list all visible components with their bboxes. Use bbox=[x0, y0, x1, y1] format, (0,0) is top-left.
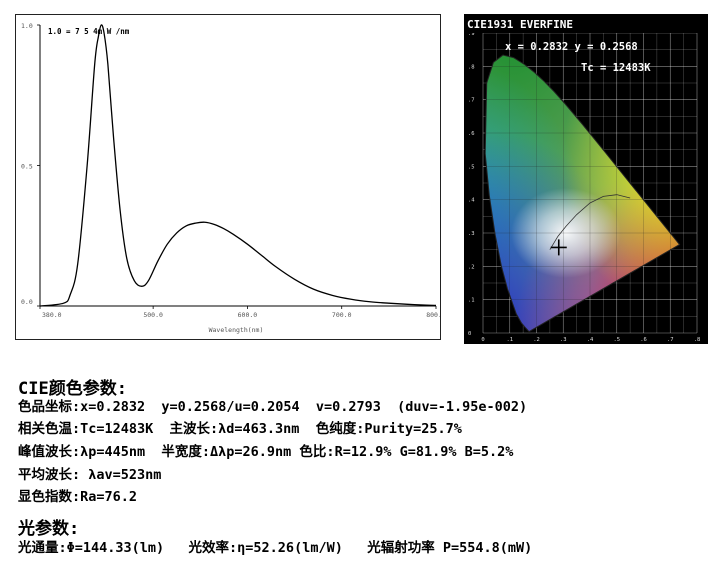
cie-params-title: CIE颜色参数: bbox=[18, 379, 127, 399]
cie-y-tick-label: 0 bbox=[468, 331, 471, 337]
param-color-rendering: 显色指数:Ra=76.2 bbox=[18, 489, 138, 505]
cie-x-tick-label: .5 bbox=[613, 337, 620, 343]
spectrum-x-tick-label: 700.0 bbox=[332, 311, 352, 319]
light-params-title: 光参数: bbox=[18, 519, 80, 539]
cie-x-tick-label: .7 bbox=[667, 337, 674, 343]
cie-y-tick-label: .2 bbox=[468, 264, 475, 270]
spectrum-y-tick-label: 0.0 bbox=[21, 298, 33, 306]
cie-y-tick-label: .5 bbox=[468, 164, 475, 170]
spectrum-y-tick-label: 1.0 bbox=[21, 22, 33, 30]
cie-diagram-panel: 0 .1 .2 .3 .4 .5 .6 .7 .8 0 .1 .2 .3 .4 .5 .6 .7 .8 .9 CIE… bbox=[464, 14, 708, 344]
cie-y-tick-label: .4 bbox=[468, 198, 475, 204]
spectrum-series-line bbox=[39, 24, 437, 307]
spectrum-y-tick-label: 0.5 bbox=[21, 163, 33, 171]
cie-y-tick-label: .7 bbox=[468, 98, 475, 104]
spectrum-chart-panel: 380.0 500.0 600.0 700.0 800.0 0.0 0.5 1.0 1.0 =… bbox=[15, 14, 446, 340]
cie-x-tick-label: .1 bbox=[506, 337, 513, 343]
spectrum-x-tick-label: 380.0 bbox=[42, 311, 62, 319]
spectrum-annotation: 1.0 = 7 5 4m W /nm bbox=[48, 27, 130, 36]
param-average-wavelength: 平均波长: λav=523nm bbox=[18, 467, 162, 483]
cie-diagram: 0 .1 .2 .3 .4 .5 .6 .7 .8 0 .1 .2 .3 .4 .5 .6 .7 .8 .9 CIE… bbox=[465, 15, 707, 343]
cie-y-tick-label: .9 bbox=[468, 31, 475, 37]
param-peak-wavelength: 峰值波长:λp=445nm 半宽度:Δλp=26.9nm 色比:R=12.9% … bbox=[18, 444, 514, 460]
cie-coordinate-label: x = 0.2832 y = 0.2568 bbox=[505, 41, 638, 53]
spectrum-x-tick-label: 500.0 bbox=[143, 311, 163, 319]
spectrum-x-tick-label: 600.0 bbox=[238, 311, 258, 319]
cie-x-tick-label: .2 bbox=[533, 337, 540, 343]
spectrum-x-tick-label: 800.0 bbox=[426, 311, 440, 319]
cie-diagram-title: CIE1931 EVERFINE bbox=[467, 18, 573, 31]
param-luminous-flux: 光通量:Φ=144.33(lm) 光效率:η=52.26(lm/W) 光辐射功率… bbox=[18, 540, 533, 556]
cie-tc-label: Tc = 12483K bbox=[581, 62, 651, 74]
chromaticity-point-marker bbox=[550, 239, 567, 256]
cie-x-tick-label: .6 bbox=[640, 337, 647, 343]
cie-y-tick-label: .3 bbox=[468, 231, 475, 237]
spectrum-x-axis-label: Wavelength(nm) bbox=[209, 326, 264, 334]
cie-x-tick-label: .4 bbox=[587, 337, 594, 343]
cie-x-tick-label: 0 bbox=[481, 337, 484, 343]
param-chromaticity: 色品坐标:x=0.2832 y=0.2568/u=0.2054 v=0.2793… bbox=[18, 399, 528, 415]
spectral-locus bbox=[484, 54, 681, 332]
planckian-locus bbox=[549, 194, 631, 250]
cie-x-tick-label: .3 bbox=[560, 337, 567, 343]
cie-y-tick-label: .8 bbox=[468, 64, 475, 70]
cie-y-tick-label: .1 bbox=[468, 298, 475, 304]
spectrum-chart: 380.0 500.0 600.0 700.0 800.0 0.0 0.5 1.0 1.0 =… bbox=[21, 22, 446, 334]
cie-y-tick-label: .6 bbox=[468, 131, 475, 137]
param-color-temperature: 相关色温:Tc=12483K 主波长:λd=463.3nm 色纯度:Purity… bbox=[18, 421, 462, 437]
cie-x-tick-label: .8 bbox=[694, 337, 701, 343]
